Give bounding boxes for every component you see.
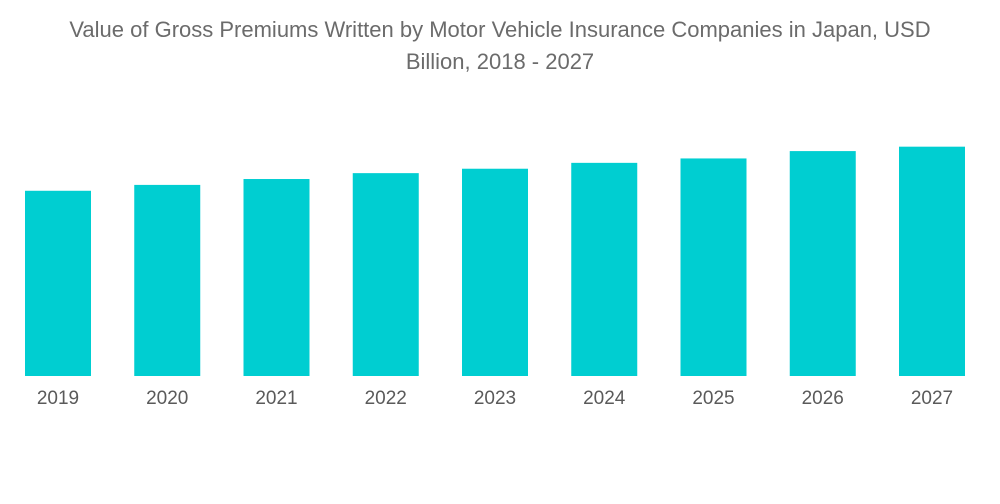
bar-2027 [899,146,965,376]
bars-group [25,146,965,376]
x-tick-label-2022: 2022 [365,388,407,409]
bar-2022 [352,173,419,376]
bar-2020 [134,184,201,376]
bar-2024 [571,162,638,376]
x-tick-label-2021: 2021 [255,388,297,409]
x-tick-label-2019: 2019 [37,388,79,409]
chart-title-line-2: Billion, 2018 - 2027 [405,49,595,74]
chart-title: Value of Gross Premiums Written by Motor… [0,14,1000,78]
bar-2026 [789,151,856,376]
x-tick-label-2024: 2024 [583,388,626,409]
bar-2019 [25,190,91,376]
x-tick-label-2020: 2020 [146,388,188,409]
x-tick-label-2026: 2026 [802,388,844,409]
x-tick-label-2027: 2027 [911,388,953,409]
chart-title-line-1: Value of Gross Premiums Written by Motor… [69,17,931,42]
x-tick-label-2025: 2025 [692,388,734,409]
x-tick-label-2023: 2023 [474,388,516,409]
bar-2023 [462,168,528,376]
bar-2021 [243,179,310,376]
bar-2025 [680,158,747,376]
x-axis-ticks: 2019 2020 2021 2022 2023 2024 2025 2026 2027 [37,388,953,409]
